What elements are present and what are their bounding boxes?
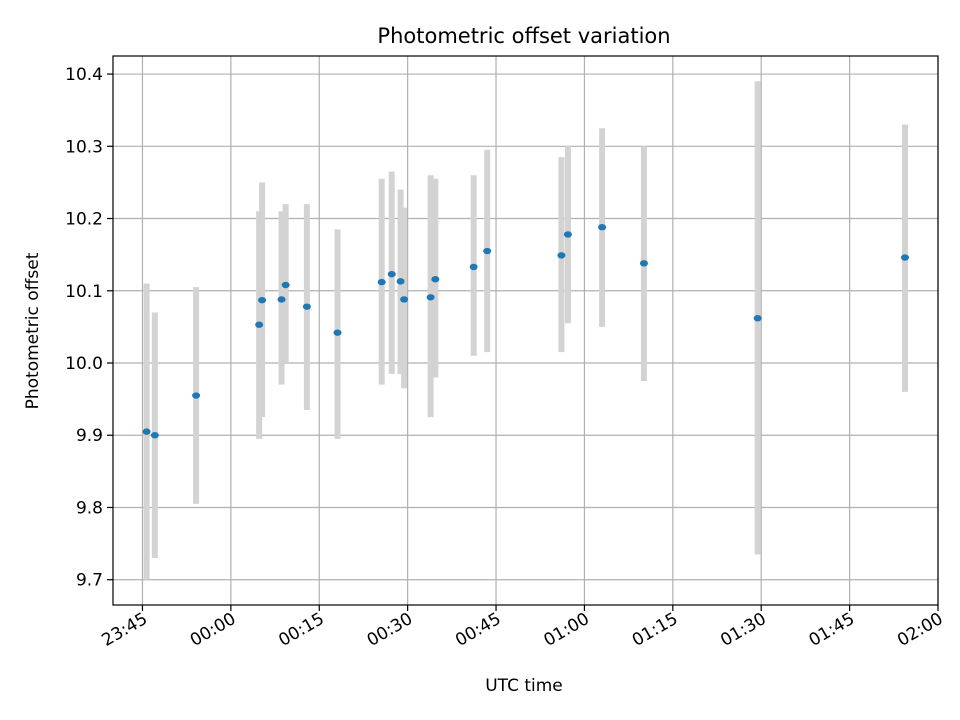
x-tick-label: 02:00 (894, 609, 946, 651)
x-tick-label: 00:15 (275, 609, 327, 651)
x-tick-label: 00:30 (364, 609, 416, 651)
plot-frame (112, 55, 939, 606)
y-tick-label: 9.8 (76, 498, 103, 518)
data-point (302, 303, 311, 310)
data-point (598, 224, 607, 231)
data-point (469, 263, 478, 271)
data-points (142, 224, 909, 439)
y-tick-label: 10.1 (65, 282, 103, 302)
data-point (753, 315, 762, 322)
x-tick-label: 00:45 (452, 609, 504, 651)
y-tick-label: 10.3 (65, 137, 103, 157)
data-point (557, 252, 566, 259)
data-point (426, 294, 435, 301)
data-point (483, 247, 492, 255)
y-tick-label: 10.0 (65, 354, 103, 374)
y-tick-label: 10.4 (65, 65, 103, 85)
chart-title: Photometric offset variation (377, 24, 670, 48)
y-axis-ticks: 9.7 9.8 9.9 10.0 10.1 10.2 10.3 10.4 (65, 65, 113, 591)
data-point (277, 296, 286, 303)
data-point (258, 296, 267, 304)
data-point (639, 260, 648, 267)
data-point (142, 428, 151, 435)
x-axis-label: UTC time (485, 676, 563, 696)
grid-lines (113, 56, 939, 605)
data-point (400, 296, 409, 303)
x-tick-label: 01:45 (806, 609, 858, 651)
data-point (192, 392, 201, 399)
data-point (377, 278, 386, 286)
data-point (150, 432, 159, 439)
x-tick-label: 01:00 (540, 609, 592, 651)
x-tick-label: 01:15 (629, 609, 681, 651)
data-point (563, 231, 572, 238)
data-point (396, 278, 405, 285)
y-tick-label: 10.2 (65, 210, 103, 230)
data-point (387, 270, 396, 278)
data-point (901, 254, 909, 261)
y-tick-label: 9.9 (76, 426, 103, 446)
data-point (333, 329, 342, 336)
x-tick-label: 23:45 (99, 609, 151, 651)
data-point (281, 281, 290, 289)
error-bars (143, 81, 908, 580)
y-axis-label: Photometric offset (23, 252, 43, 409)
x-axis-ticks: 23:45 00:00 00:15 00:30 00:45 01:00 01:15 01:30… (99, 605, 947, 651)
data-point (255, 321, 264, 328)
y-tick-label: 9.7 (76, 571, 103, 591)
x-tick-label: 00:00 (187, 609, 239, 651)
data-point (431, 276, 440, 283)
x-tick-label: 01:30 (717, 609, 769, 651)
